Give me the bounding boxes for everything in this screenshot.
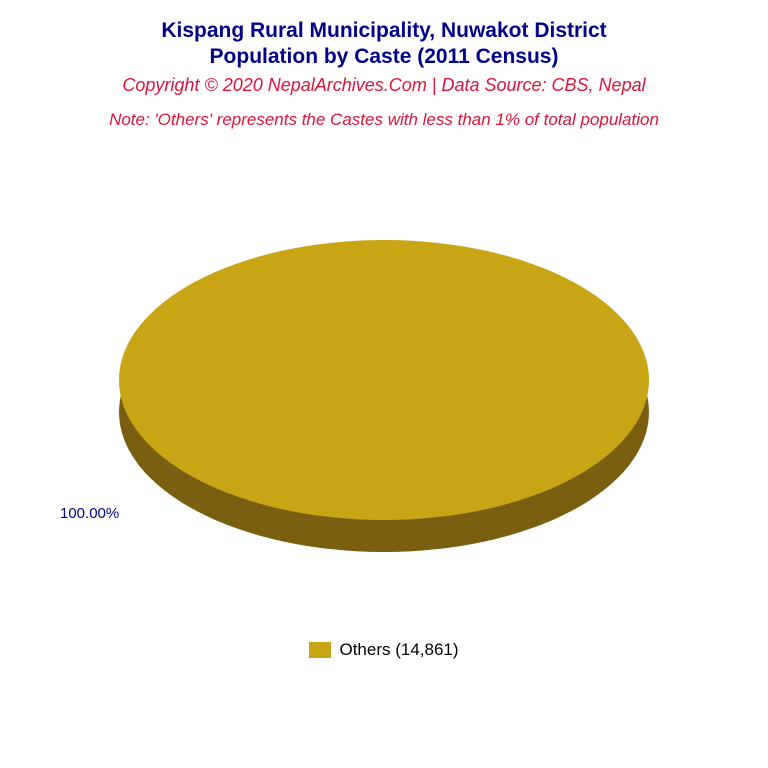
title-line-1: Kispang Rural Municipality, Nuwakot Dist… xyxy=(0,18,768,44)
pie-chart: 100.00% xyxy=(0,140,768,620)
pie-slice-others xyxy=(119,240,649,520)
legend: Others (14,861) xyxy=(0,640,768,663)
title-block: Kispang Rural Municipality, Nuwakot Dist… xyxy=(0,0,768,130)
legend-label-others: Others (14,861) xyxy=(339,640,458,660)
legend-swatch-others xyxy=(309,642,331,658)
title-line-2: Population by Caste (2011 Census) xyxy=(0,44,768,70)
note-line: Note: 'Others' represents the Castes wit… xyxy=(0,110,768,130)
legend-item-others: Others (14,861) xyxy=(309,640,458,660)
percent-label-others: 100.00% xyxy=(60,505,119,522)
pie-wrap xyxy=(119,240,649,520)
copyright-line: Copyright © 2020 NepalArchives.Com | Dat… xyxy=(0,75,768,96)
